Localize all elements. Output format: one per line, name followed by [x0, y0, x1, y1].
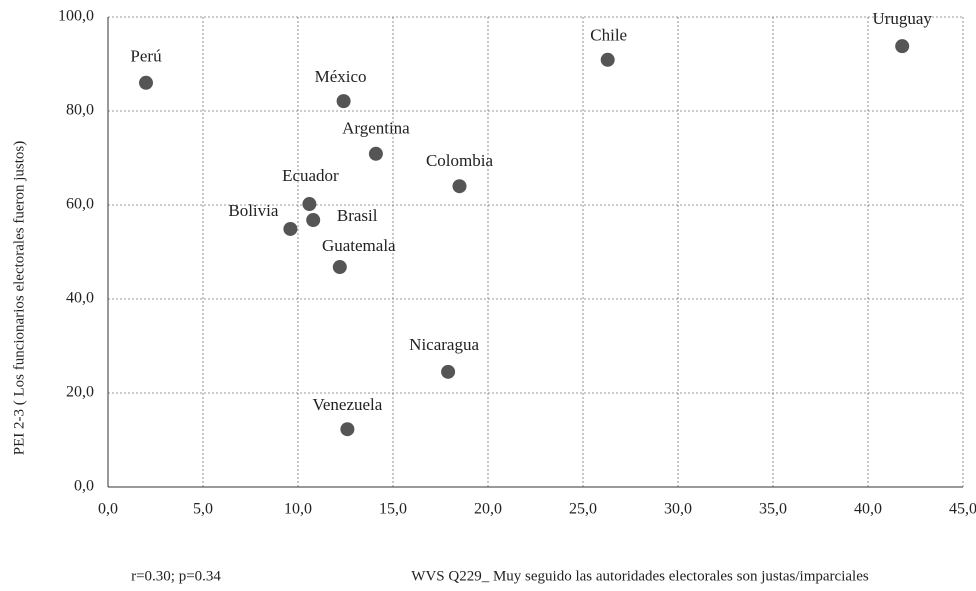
point	[139, 75, 153, 90]
point-label: Guatemala	[322, 236, 396, 255]
annotation: r=0.30; p=0.34	[131, 568, 221, 584]
y-tick-label: 40,0	[66, 290, 94, 307]
point	[368, 146, 383, 161]
point-label: Bolivia	[228, 201, 279, 220]
x-tick-label: 25,0	[569, 501, 597, 518]
point-label: Nicaragua	[409, 335, 479, 354]
y-tick-label: 20,0	[66, 384, 94, 401]
point	[340, 422, 355, 437]
x-tick-label: 45,0	[949, 501, 976, 518]
point-label: Colombia	[426, 151, 494, 170]
y-tick-label: 80,0	[66, 102, 94, 119]
point	[332, 260, 347, 275]
y-tick-label: 0,0	[74, 478, 94, 495]
x-tick-label: 10,0	[284, 501, 312, 518]
point	[452, 179, 467, 194]
y-tick-label: 100,0	[58, 8, 94, 25]
point	[895, 39, 910, 54]
point-label: Chile	[590, 26, 627, 45]
point-label: Brasil	[337, 206, 378, 225]
point-label: Venezuela	[312, 395, 382, 414]
x-tick-label: 30,0	[664, 501, 692, 518]
x-tick-label: 40,0	[854, 501, 882, 518]
x-tick-label: 35,0	[759, 501, 787, 518]
point-label: Ecuador	[282, 166, 339, 185]
point	[302, 197, 317, 212]
x-tick-label: 15,0	[379, 501, 407, 518]
x-tick-label: 20,0	[474, 501, 502, 518]
point	[600, 52, 615, 67]
point-label: Argentina	[342, 119, 410, 138]
point-label: México	[315, 67, 367, 86]
point	[283, 221, 298, 236]
y-tick-label: 60,0	[66, 196, 94, 213]
x-tick-label: 5,0	[193, 501, 213, 518]
point	[336, 94, 351, 109]
y-axis-label: PEI 2-3 ( Los funcionarios electorales f…	[11, 141, 27, 456]
point-label: Perú	[130, 47, 162, 66]
x-tick-label: 0,0	[98, 501, 118, 518]
point-label: Uruguay	[872, 9, 932, 28]
point	[306, 213, 321, 228]
point	[441, 364, 456, 379]
x-axis-label: WVS Q229_ Muy seguido las autoridades el…	[411, 568, 869, 584]
